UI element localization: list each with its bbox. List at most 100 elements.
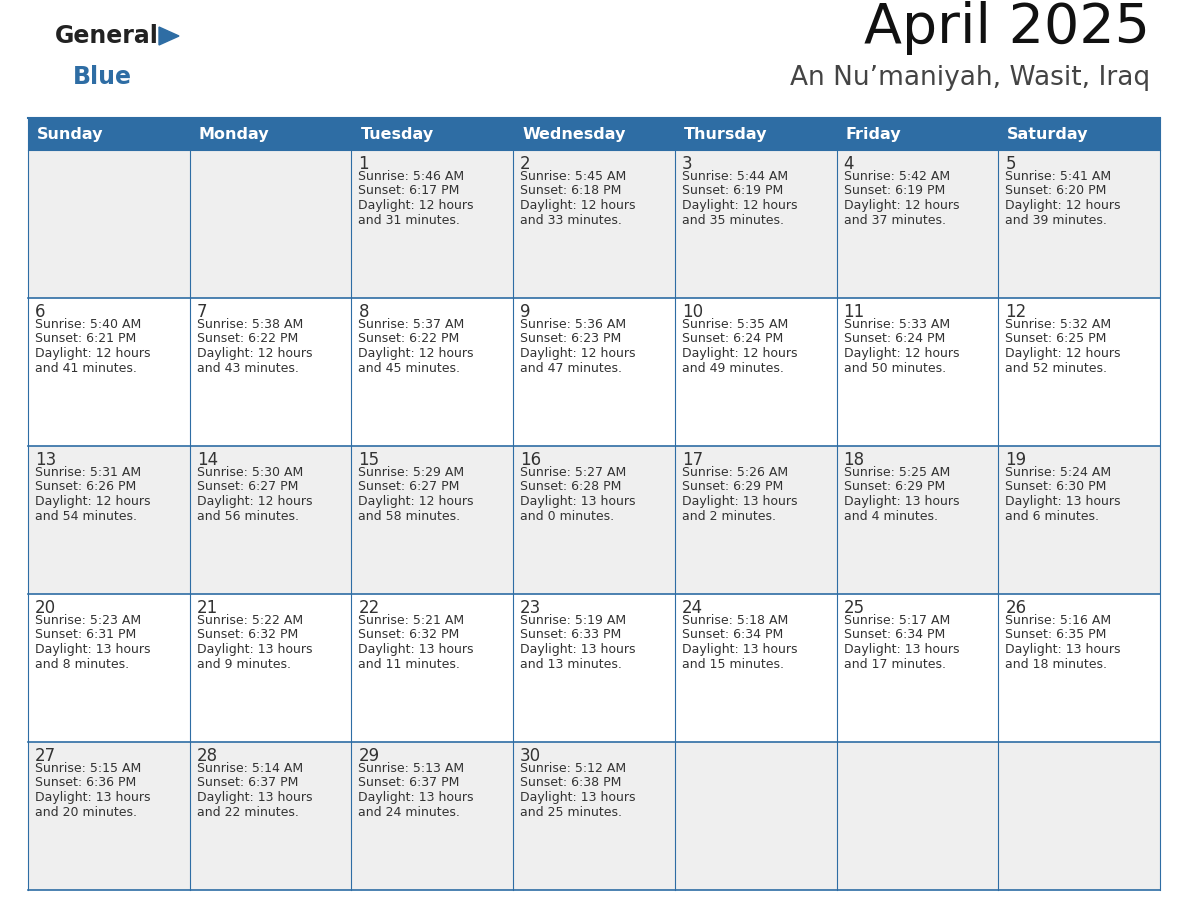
Text: April 2025: April 2025 <box>864 1 1150 55</box>
Text: 26: 26 <box>1005 599 1026 617</box>
Text: Daylight: 13 hours: Daylight: 13 hours <box>1005 495 1120 508</box>
Text: Sunrise: 5:14 AM: Sunrise: 5:14 AM <box>197 762 303 775</box>
Text: Sunrise: 5:35 AM: Sunrise: 5:35 AM <box>682 318 788 331</box>
Text: Sunrise: 5:46 AM: Sunrise: 5:46 AM <box>359 170 465 183</box>
Text: Daylight: 13 hours: Daylight: 13 hours <box>682 643 797 656</box>
Text: Sunset: 6:36 PM: Sunset: 6:36 PM <box>34 777 137 789</box>
Text: 27: 27 <box>34 747 56 765</box>
Text: 1: 1 <box>359 155 369 173</box>
Text: Sunset: 6:27 PM: Sunset: 6:27 PM <box>359 480 460 494</box>
Text: and 47 minutes.: and 47 minutes. <box>520 362 623 375</box>
Text: 15: 15 <box>359 451 379 469</box>
Text: and 9 minutes.: and 9 minutes. <box>197 657 291 670</box>
Text: Sunrise: 5:37 AM: Sunrise: 5:37 AM <box>359 318 465 331</box>
Text: Sunset: 6:17 PM: Sunset: 6:17 PM <box>359 185 460 197</box>
Text: Daylight: 12 hours: Daylight: 12 hours <box>682 199 797 212</box>
Text: and 0 minutes.: and 0 minutes. <box>520 509 614 522</box>
Text: and 2 minutes.: and 2 minutes. <box>682 509 776 522</box>
Text: 7: 7 <box>197 303 207 321</box>
Text: Sunset: 6:37 PM: Sunset: 6:37 PM <box>197 777 298 789</box>
Text: 3: 3 <box>682 155 693 173</box>
Text: and 24 minutes.: and 24 minutes. <box>359 805 460 819</box>
Text: 21: 21 <box>197 599 217 617</box>
Text: and 6 minutes.: and 6 minutes. <box>1005 509 1099 522</box>
Text: Daylight: 13 hours: Daylight: 13 hours <box>34 791 151 804</box>
Text: Daylight: 13 hours: Daylight: 13 hours <box>843 495 959 508</box>
Text: and 49 minutes.: and 49 minutes. <box>682 362 784 375</box>
Text: Sunset: 6:32 PM: Sunset: 6:32 PM <box>359 629 460 642</box>
Text: Daylight: 12 hours: Daylight: 12 hours <box>34 347 151 360</box>
Text: Sunrise: 5:33 AM: Sunrise: 5:33 AM <box>843 318 949 331</box>
Text: 20: 20 <box>34 599 56 617</box>
Text: 4: 4 <box>843 155 854 173</box>
Text: Sunset: 6:27 PM: Sunset: 6:27 PM <box>197 480 298 494</box>
Text: Sunrise: 5:31 AM: Sunrise: 5:31 AM <box>34 466 141 479</box>
Text: Daylight: 12 hours: Daylight: 12 hours <box>197 495 312 508</box>
Bar <box>29 298 1159 446</box>
Text: Sunset: 6:20 PM: Sunset: 6:20 PM <box>1005 185 1107 197</box>
Text: Sunrise: 5:44 AM: Sunrise: 5:44 AM <box>682 170 788 183</box>
Text: Daylight: 12 hours: Daylight: 12 hours <box>1005 199 1120 212</box>
Text: Sunrise: 5:23 AM: Sunrise: 5:23 AM <box>34 614 141 627</box>
Text: Sunrise: 5:32 AM: Sunrise: 5:32 AM <box>1005 318 1112 331</box>
Text: 30: 30 <box>520 747 542 765</box>
Text: Sunrise: 5:22 AM: Sunrise: 5:22 AM <box>197 614 303 627</box>
Text: and 58 minutes.: and 58 minutes. <box>359 509 461 522</box>
Text: Sunrise: 5:16 AM: Sunrise: 5:16 AM <box>1005 614 1112 627</box>
Bar <box>29 446 1159 594</box>
Text: General: General <box>55 24 159 48</box>
Text: 29: 29 <box>359 747 379 765</box>
Text: Daylight: 12 hours: Daylight: 12 hours <box>359 199 474 212</box>
Text: Sunset: 6:33 PM: Sunset: 6:33 PM <box>520 629 621 642</box>
Text: Sunset: 6:32 PM: Sunset: 6:32 PM <box>197 629 298 642</box>
Text: and 15 minutes.: and 15 minutes. <box>682 657 784 670</box>
Text: Wednesday: Wednesday <box>523 127 626 141</box>
Text: Daylight: 13 hours: Daylight: 13 hours <box>682 495 797 508</box>
Text: and 33 minutes.: and 33 minutes. <box>520 214 623 227</box>
Text: Daylight: 13 hours: Daylight: 13 hours <box>197 643 312 656</box>
Text: Sunrise: 5:45 AM: Sunrise: 5:45 AM <box>520 170 626 183</box>
Text: Sunset: 6:24 PM: Sunset: 6:24 PM <box>682 332 783 345</box>
Text: Sunset: 6:30 PM: Sunset: 6:30 PM <box>1005 480 1107 494</box>
Text: 24: 24 <box>682 599 703 617</box>
Text: Sunrise: 5:15 AM: Sunrise: 5:15 AM <box>34 762 141 775</box>
Bar <box>29 742 1159 890</box>
Text: Daylight: 12 hours: Daylight: 12 hours <box>520 347 636 360</box>
Text: Sunset: 6:28 PM: Sunset: 6:28 PM <box>520 480 621 494</box>
Bar <box>29 594 1159 742</box>
Text: Daylight: 13 hours: Daylight: 13 hours <box>843 643 959 656</box>
Text: Sunrise: 5:27 AM: Sunrise: 5:27 AM <box>520 466 626 479</box>
Text: Daylight: 12 hours: Daylight: 12 hours <box>197 347 312 360</box>
Text: and 45 minutes.: and 45 minutes. <box>359 362 461 375</box>
Text: Sunrise: 5:30 AM: Sunrise: 5:30 AM <box>197 466 303 479</box>
Text: Sunset: 6:18 PM: Sunset: 6:18 PM <box>520 185 621 197</box>
Text: Daylight: 12 hours: Daylight: 12 hours <box>682 347 797 360</box>
Bar <box>29 150 1159 298</box>
Text: and 39 minutes.: and 39 minutes. <box>1005 214 1107 227</box>
Text: and 52 minutes.: and 52 minutes. <box>1005 362 1107 375</box>
Text: Blue: Blue <box>72 65 132 89</box>
Text: and 20 minutes.: and 20 minutes. <box>34 805 137 819</box>
Text: 18: 18 <box>843 451 865 469</box>
Text: Sunrise: 5:40 AM: Sunrise: 5:40 AM <box>34 318 141 331</box>
Text: Daylight: 12 hours: Daylight: 12 hours <box>1005 347 1120 360</box>
Text: Sunset: 6:19 PM: Sunset: 6:19 PM <box>843 185 944 197</box>
Text: An Nu’maniyah, Wasit, Iraq: An Nu’maniyah, Wasit, Iraq <box>790 65 1150 91</box>
Text: Daylight: 12 hours: Daylight: 12 hours <box>359 495 474 508</box>
Text: Daylight: 12 hours: Daylight: 12 hours <box>520 199 636 212</box>
Text: and 11 minutes.: and 11 minutes. <box>359 657 460 670</box>
Text: Sunrise: 5:19 AM: Sunrise: 5:19 AM <box>520 614 626 627</box>
Text: 2: 2 <box>520 155 531 173</box>
Text: and 13 minutes.: and 13 minutes. <box>520 657 623 670</box>
Text: Tuesday: Tuesday <box>360 127 434 141</box>
Text: Daylight: 13 hours: Daylight: 13 hours <box>1005 643 1120 656</box>
Text: 25: 25 <box>843 599 865 617</box>
Text: Sunset: 6:29 PM: Sunset: 6:29 PM <box>682 480 783 494</box>
Text: Sunset: 6:22 PM: Sunset: 6:22 PM <box>359 332 460 345</box>
Text: Daylight: 13 hours: Daylight: 13 hours <box>34 643 151 656</box>
Text: Sunset: 6:25 PM: Sunset: 6:25 PM <box>1005 332 1107 345</box>
Text: 22: 22 <box>359 599 380 617</box>
Text: Daylight: 13 hours: Daylight: 13 hours <box>520 643 636 656</box>
Text: Sunset: 6:23 PM: Sunset: 6:23 PM <box>520 332 621 345</box>
Text: and 31 minutes.: and 31 minutes. <box>359 214 460 227</box>
